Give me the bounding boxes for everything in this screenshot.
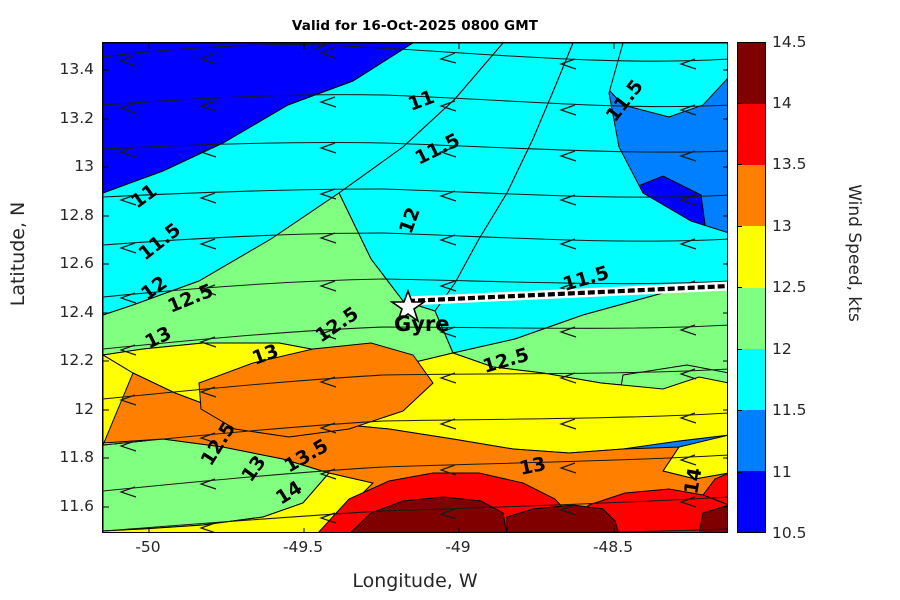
track-line — [407, 281, 727, 306]
gyre-label: Gyre — [394, 312, 450, 336]
colorbar-tick-1: 14 — [772, 94, 792, 112]
y-tick-1: 11.8 — [59, 448, 94, 466]
streamline-arrowheads — [119, 46, 697, 532]
colorbar-label: Wind Speed, kts — [844, 184, 864, 322]
colorbar-tick-6: 11.5 — [772, 401, 807, 419]
y-tick-7: 13 — [74, 157, 94, 175]
contour-plot-area[interactable]: Gyre 11 11.5 11 11.5 11.5 12 12 11.5 12.… — [102, 42, 728, 533]
colorbar-band-5 — [738, 348, 765, 410]
y-tick-0: 11.6 — [59, 497, 94, 515]
colorbar-tick-0: 14.5 — [772, 33, 807, 51]
contour-label-14b: 14 — [680, 466, 706, 496]
page-title: Valid for 16-Oct-2025 0800 GMT — [291, 18, 539, 34]
y-tick-3: 12.2 — [59, 351, 94, 369]
x-axis-label: Longitude, W — [352, 570, 478, 592]
y-tick-2: 12 — [74, 400, 94, 418]
x-tick-2: -49 — [445, 538, 471, 556]
colorbar-tick-7: 11 — [772, 463, 792, 481]
filled-contour-bands — [103, 43, 727, 532]
y-tick-9: 13.4 — [59, 60, 94, 78]
x-tick-0: -50 — [135, 538, 161, 556]
colorbar-band-4 — [738, 287, 765, 349]
colorbar-tick-3: 13 — [772, 217, 792, 235]
axis-tick-marks — [103, 43, 727, 532]
contour-label-13d: 13 — [517, 453, 547, 480]
y-axis-ticks: 11.6 11.8 12 12.2 12.4 12.6 12.8 13 13.2… — [0, 42, 94, 533]
colorbar-band-6 — [738, 409, 765, 471]
y-tick-8: 13.2 — [59, 109, 94, 127]
y-tick-5: 12.6 — [59, 254, 94, 272]
x-tick-3: -48.5 — [592, 538, 634, 556]
colorbar-band-2 — [738, 165, 765, 227]
colorbar-band-7 — [738, 470, 765, 532]
contour-canvas: Gyre 11 11.5 11 11.5 11.5 12 12 11.5 12.… — [103, 43, 727, 532]
colorbar[interactable] — [737, 42, 766, 533]
gyre-marker[interactable] — [389, 288, 427, 324]
y-tick-4: 12.4 — [59, 303, 94, 321]
colorbar-band-1 — [738, 104, 765, 166]
colorbar-tick-8: 10.5 — [772, 524, 807, 542]
colorbar-tick-5: 12 — [772, 340, 792, 358]
colorbar-tick-4: 12.5 — [772, 278, 807, 296]
streamline-field — [103, 45, 727, 532]
y-tick-6: 12.8 — [59, 206, 94, 224]
x-axis-ticks: -50 -49.5 -49 -48.5 — [0, 538, 900, 564]
x-tick-1: -49.5 — [282, 538, 324, 556]
y-axis-label: Latitude, N — [7, 201, 29, 307]
colorbar-tick-2: 13.5 — [772, 155, 807, 173]
colorbar-band-3 — [738, 226, 765, 288]
colorbar-band-0 — [738, 43, 765, 105]
